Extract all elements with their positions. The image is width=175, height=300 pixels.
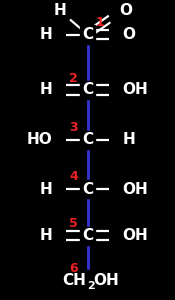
Text: H: H [40, 182, 52, 196]
Bar [66, 270, 108, 292]
Bar [80, 26, 95, 44]
Text: 5: 5 [69, 217, 78, 230]
Text: OH: OH [122, 82, 148, 98]
Text: 2: 2 [87, 281, 94, 291]
Text: OH: OH [94, 273, 119, 288]
Text: CH: CH [62, 273, 86, 288]
Bar [80, 226, 95, 244]
Text: 3: 3 [69, 121, 78, 134]
Bar [80, 180, 95, 198]
Text: H: H [40, 27, 52, 42]
Text: H: H [40, 228, 52, 243]
Text: O: O [122, 27, 135, 42]
Text: C: C [82, 27, 93, 42]
Text: 4: 4 [69, 170, 78, 184]
Text: O: O [120, 3, 132, 18]
Text: H: H [40, 82, 52, 98]
Text: 6: 6 [69, 262, 78, 275]
Text: 2: 2 [69, 71, 78, 85]
Text: H: H [53, 3, 66, 18]
Text: OH: OH [122, 228, 148, 243]
Text: C: C [82, 228, 93, 243]
Text: HO: HO [27, 132, 52, 147]
Text: C: C [82, 82, 93, 98]
Text: 1: 1 [95, 16, 104, 29]
Text: OH: OH [122, 182, 148, 196]
Text: C: C [82, 132, 93, 147]
Text: C: C [82, 182, 93, 196]
Text: H: H [122, 132, 135, 147]
Bar [80, 81, 95, 99]
Bar [80, 130, 95, 148]
